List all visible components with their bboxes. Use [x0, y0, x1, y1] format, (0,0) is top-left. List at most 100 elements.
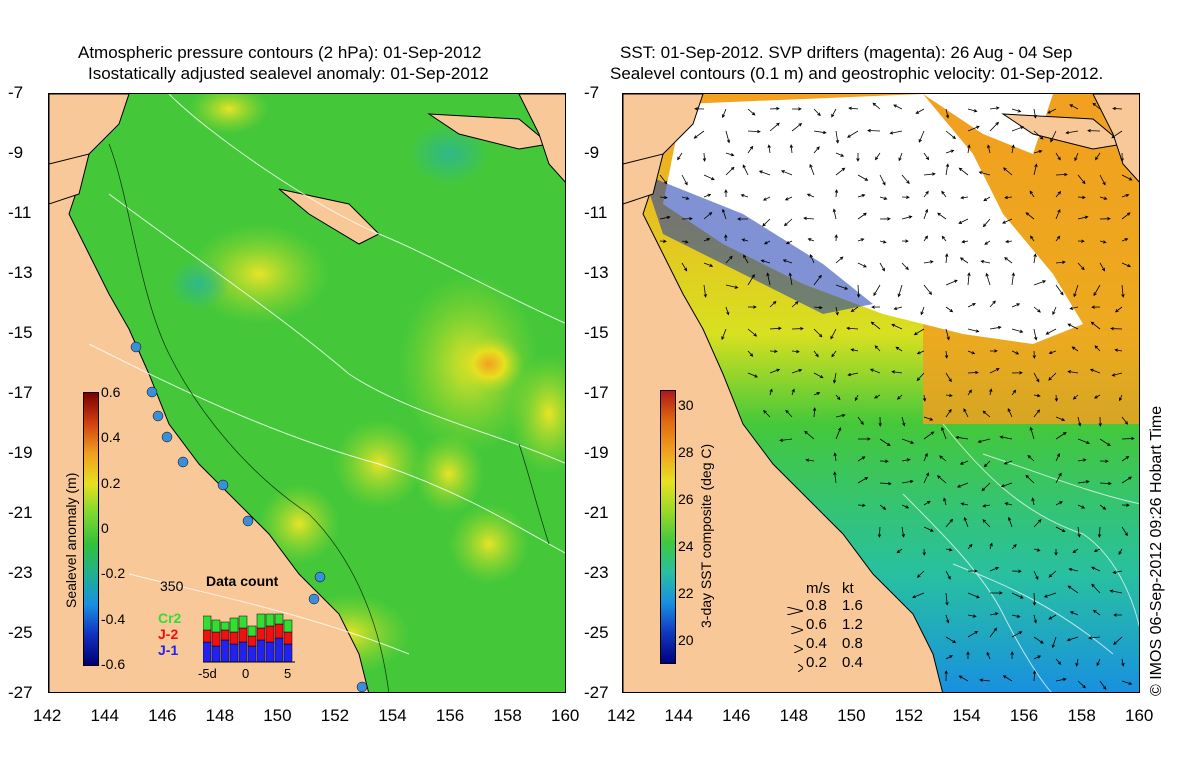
velocity-vector [982, 504, 991, 508]
velocity-vector [1055, 191, 1062, 198]
velocity-vector [813, 328, 823, 338]
histogram-bar-segment [211, 631, 221, 647]
velocity-vector [923, 152, 930, 161]
histogram-bar-segment [247, 645, 257, 663]
velocity-vector [779, 438, 793, 442]
velocity-legend-arrow-0 [786, 602, 804, 616]
velocity-vector [901, 526, 905, 538]
velocity-vector [1069, 306, 1079, 310]
velocity-vector [923, 235, 928, 242]
histogram-bar-segment [256, 627, 266, 641]
inset-title: Data count [206, 573, 279, 589]
velocity-vector [1114, 348, 1123, 352]
velocity-vector [922, 548, 926, 556]
velocity-vector [847, 372, 859, 377]
velocity-vector [1002, 218, 1013, 224]
velocity-vector [847, 130, 859, 138]
velocity-vector [923, 260, 934, 264]
velocity-vector [1010, 651, 1014, 660]
velocity-vector [989, 121, 1000, 132]
lon-tick-left-3: 148 [205, 706, 235, 725]
right-title-line2: Sealevel contours (0.1 m) and geostrophi… [610, 64, 1104, 83]
velocity-vector [989, 300, 996, 308]
velocity-vector [1032, 350, 1036, 359]
velocity-vector [978, 171, 991, 176]
velocity-vector [958, 675, 969, 682]
velocity-vector [879, 504, 887, 510]
velocity-vector [937, 212, 947, 220]
velocity-vector [1033, 636, 1044, 644]
velocity-legend-kt-2: 0.8 [842, 635, 863, 652]
velocity-vector [1077, 480, 1090, 484]
velocity-vector [1033, 548, 1041, 552]
velocity-vector [681, 262, 688, 272]
velocity-legend-ms-0: 0.8 [806, 597, 827, 614]
velocity-vector [867, 128, 881, 133]
sealevel-tick-6: -0.6 [101, 655, 126, 672]
histogram-bar-segment [274, 623, 284, 639]
velocity-vector [1093, 548, 1101, 553]
velocity-vector [999, 435, 1013, 440]
velocity-vector [747, 274, 755, 286]
velocity-vector [980, 259, 991, 264]
velocity-vector [1033, 149, 1043, 154]
velocity-vector [901, 239, 909, 243]
velocity-vector [1033, 130, 1044, 140]
velocity-vector [912, 592, 925, 599]
velocity-vector [874, 152, 881, 161]
velocity-vector [1113, 613, 1123, 617]
velocity-vector [835, 152, 845, 157]
velocity-vector [1011, 631, 1023, 638]
velocity-vector [1118, 394, 1123, 402]
velocity-vector [923, 190, 929, 198]
velocity-vector [791, 326, 804, 331]
lon-tick-left-0: 142 [33, 706, 62, 725]
velocity-vector [923, 431, 935, 440]
velocity-vector [923, 500, 931, 506]
velocity-vector [1007, 516, 1013, 528]
lat-tick-right-7: -21 [584, 503, 609, 522]
velocity-vector [918, 130, 925, 143]
velocity-vector [986, 651, 991, 660]
velocity-vector [983, 460, 991, 468]
velocity-vector [813, 274, 822, 286]
velocity-vector [1069, 611, 1079, 616]
velocity-vector [769, 388, 773, 396]
velocity-vector [848, 106, 859, 111]
velocity-vector [989, 349, 998, 353]
velocity-vector [1099, 438, 1111, 447]
lat-tick-left-9: -25 [8, 623, 33, 642]
velocity-vector [1011, 126, 1025, 132]
velocity-vector [1099, 459, 1109, 463]
lat-tick-left-6: -19 [8, 443, 33, 462]
velocity-vector [967, 350, 976, 355]
velocity-vector [1011, 272, 1015, 286]
velocity-vector [1099, 174, 1106, 186]
lon-tick-right-7: 156 [1009, 706, 1039, 725]
velocity-vector [740, 193, 749, 198]
velocity-vector [1055, 501, 1063, 506]
velocity-vector [879, 174, 886, 186]
velocity-vector [1055, 658, 1062, 665]
velocity-vector [945, 393, 953, 398]
velocity-vector [747, 328, 758, 337]
velocity-vector [1055, 677, 1067, 682]
velocity-legend-ms-2: 0.4 [806, 635, 827, 652]
velocity-vector [1051, 636, 1057, 649]
velocity-vector [923, 172, 936, 176]
velocity-vector [941, 190, 947, 198]
velocity-vector [1004, 502, 1013, 506]
velocity-vector [1055, 432, 1067, 440]
velocity-vector [835, 427, 842, 440]
velocity-vector [1003, 460, 1013, 465]
velocity-vector [1094, 345, 1101, 352]
velocity-vector [1067, 370, 1079, 374]
velocity-vector [741, 238, 749, 242]
velocity-vector [659, 215, 671, 220]
velocity-vector [769, 368, 781, 374]
velocity-vector [1067, 323, 1079, 330]
velocity-vector [703, 262, 714, 267]
velocity-vector [1007, 408, 1013, 418]
velocity-vector [724, 234, 728, 242]
velocity-vector [1121, 212, 1131, 220]
